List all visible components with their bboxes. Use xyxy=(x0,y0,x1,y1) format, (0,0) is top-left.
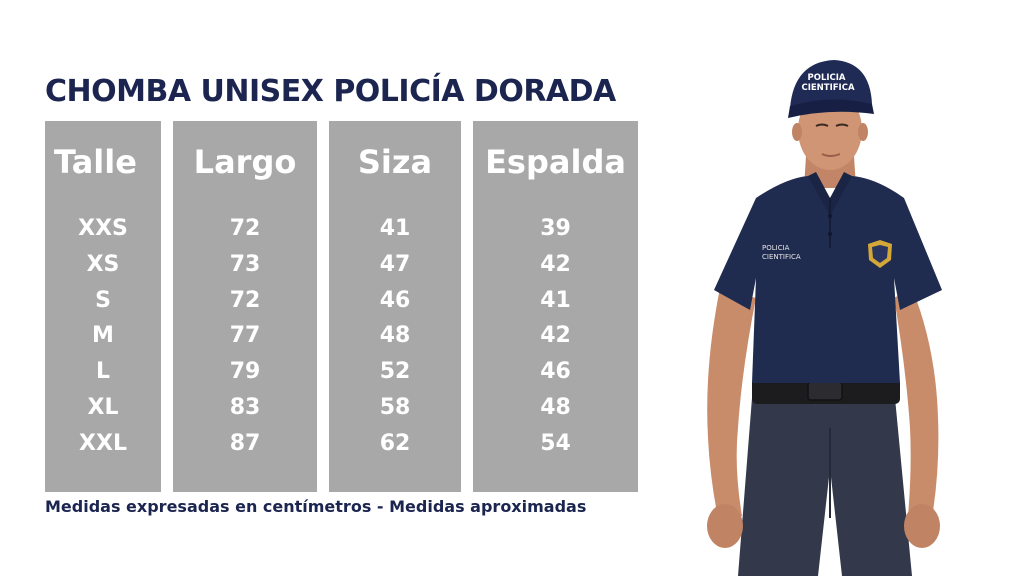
table-cell: L xyxy=(95,359,111,385)
size-table-column-siza: Siza 41 47 46 48 52 58 62 xyxy=(329,121,461,492)
column-header-largo: Largo xyxy=(193,143,297,181)
page-title: CHOMBA UNISEX POLICÍA DORADA xyxy=(45,74,616,109)
chest-text-line: CIENTIFICA xyxy=(762,253,801,261)
table-cell: 87 xyxy=(229,430,261,456)
table-cell: 47 xyxy=(379,251,411,277)
table-cell: 54 xyxy=(540,430,571,456)
table-cell: 72 xyxy=(229,216,261,241)
column-header-espalda: Espalda xyxy=(485,143,626,181)
table-cell: 72 xyxy=(229,287,261,313)
table-cell: 46 xyxy=(379,287,411,313)
table-cell: 42 xyxy=(540,323,571,349)
chest-text: POLICIA CIENTIFICA xyxy=(762,244,801,261)
model-photo: POLICIA CIENTIFICA POLICIA CIENTIFICA xyxy=(707,60,942,576)
table-cell: 46 xyxy=(540,359,571,385)
table-cell: XL xyxy=(87,394,119,420)
table-cell: 48 xyxy=(540,394,571,420)
size-table-column-espalda: Espalda 39 42 41 42 46 48 54 xyxy=(473,121,638,492)
table-cell: 79 xyxy=(229,359,261,385)
table-cell: 48 xyxy=(379,323,411,349)
table-cell: 41 xyxy=(379,216,411,241)
cap-text: POLICIA CIENTIFICA xyxy=(801,73,854,93)
belt-buckle xyxy=(807,381,843,401)
table-cell: 62 xyxy=(379,430,411,456)
size-table-column-largo: Largo 72 73 72 77 79 83 87 xyxy=(173,121,317,492)
table-cell: XXL xyxy=(79,430,127,456)
table-cell: 52 xyxy=(379,359,411,385)
table-cell: M xyxy=(92,323,114,349)
table-cell: XXS xyxy=(78,216,128,241)
column-header-siza: Siza xyxy=(357,143,433,181)
table-cell: 77 xyxy=(229,323,261,349)
right-arm xyxy=(894,288,939,518)
badge-emblem xyxy=(868,240,892,268)
cap-text-line: POLICIA xyxy=(808,73,846,83)
table-cell: 41 xyxy=(540,287,571,313)
left-arm xyxy=(707,288,756,518)
table-cell: 42 xyxy=(540,251,571,277)
column-header-talle: Talle xyxy=(54,143,137,181)
table-cell: XS xyxy=(86,251,120,277)
cap xyxy=(790,60,872,108)
cap-text-line: CIENTIFICA xyxy=(801,83,854,93)
table-cell: 73 xyxy=(229,251,261,277)
trousers xyxy=(738,398,912,576)
table-cell: S xyxy=(95,287,111,313)
polo-shirt xyxy=(714,176,942,383)
table-cell: 39 xyxy=(540,216,571,241)
table-cell: 58 xyxy=(379,394,411,420)
chest-text-line: POLICIA xyxy=(762,244,790,252)
measurement-footnote: Medidas expresadas en centímetros - Medi… xyxy=(45,497,587,516)
table-cell: 83 xyxy=(229,394,261,420)
size-table-column-talle: Talle XXS XS S M L XL XXL xyxy=(45,121,161,492)
